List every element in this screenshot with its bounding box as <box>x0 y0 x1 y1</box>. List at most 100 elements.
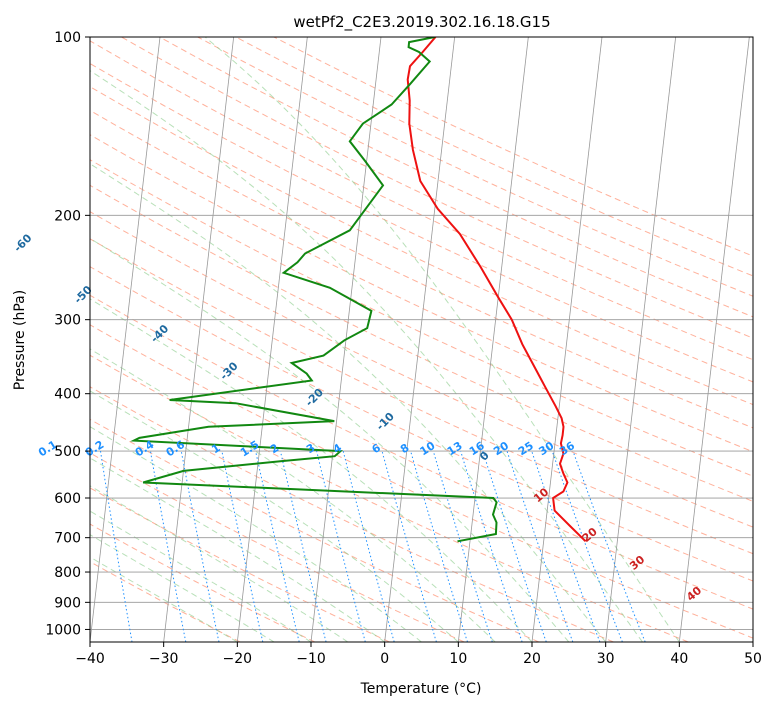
isotherm-line <box>457 37 529 642</box>
isotherm-line <box>752 638 753 642</box>
y-axis-ticks: 100 200 300 400 500 600 700 800 900 1000 <box>45 30 90 638</box>
mixing-ratio-line <box>506 450 574 642</box>
x-tick-label: 40 <box>670 651 688 667</box>
isotherm-line <box>678 37 750 642</box>
moist-adiabat-line <box>90 457 385 642</box>
mixing-ratio-line <box>551 450 623 642</box>
mixing-ratio-line <box>255 450 300 642</box>
mixing-ratio-line <box>342 450 395 642</box>
moist-adiabat-line <box>204 37 680 642</box>
mixing-ratio-label: 3 <box>304 441 317 456</box>
mixing-ratio-line <box>531 450 601 642</box>
isotherm-line <box>163 37 235 642</box>
dry-adiabat-line <box>90 238 753 555</box>
x-tick-label: 20 <box>523 651 541 667</box>
dry-adiabat-line <box>159 37 753 318</box>
dry-adiabat-line <box>273 37 753 257</box>
moist-adiabat-label: -20 <box>303 386 326 409</box>
isotherm-line <box>605 37 677 642</box>
moist-adiabat-line <box>90 556 238 642</box>
dry-adiabat-line <box>90 386 614 642</box>
isotherm-line <box>0 37 13 642</box>
y-tick-label: 500 <box>54 444 81 460</box>
x-tick-label: 30 <box>597 651 615 667</box>
y-tick-label: 300 <box>54 313 81 329</box>
mixing-ratio-line <box>316 450 366 642</box>
y-axis-label: Pressure (hPa) <box>12 290 28 390</box>
x-tick-label: −40 <box>75 651 105 667</box>
mixing-ratio-line <box>482 450 547 642</box>
moist-adiabat-label: -40 <box>148 322 171 345</box>
mixing-ratio-line <box>460 450 523 642</box>
moist-adiabat-line <box>90 348 496 642</box>
dry-adiabat-line <box>197 37 753 297</box>
mixing-ratio-label: 1.5 <box>238 438 261 459</box>
x-tick-label: −10 <box>296 651 326 667</box>
mixing-ratio-line <box>180 451 220 642</box>
x-axis-ticks: −40 −30 −20 −10 0 10 20 30 40 50 <box>75 642 762 667</box>
dry-adiabat-label: 40 <box>684 584 704 604</box>
moist-adiabat-line <box>90 163 607 642</box>
mixing-ratio-line <box>381 450 437 642</box>
temperature-profile-line <box>406 37 587 543</box>
sounding-series <box>129 37 587 543</box>
x-tick-label: 50 <box>744 651 762 667</box>
dry-adiabat-line <box>90 184 753 502</box>
moist-adiabat-line <box>90 426 422 642</box>
line-labels: 0.10.20.40.611.52346810131620253036-100-… <box>11 231 704 604</box>
moist-adiabat-line <box>90 534 275 642</box>
dry-adiabat-line <box>90 211 753 528</box>
dry-adiabat-line <box>90 487 390 642</box>
isotherm-line <box>531 37 603 642</box>
mixing-ratio-line <box>410 450 468 642</box>
y-tick-label: 1000 <box>45 622 81 638</box>
moist-adiabat-line <box>90 70 643 642</box>
mixing-ratio-label: 6 <box>370 441 384 456</box>
dry-adiabat-line <box>90 109 753 429</box>
moist-adiabat-label: -50 <box>72 283 95 306</box>
mixing-ratio-label: 8 <box>398 441 411 456</box>
x-tick-label: 10 <box>449 651 467 667</box>
background-lines <box>0 37 753 642</box>
y-tick-label: 400 <box>54 387 81 403</box>
mixing-ratio-label: 0.6 <box>164 438 188 460</box>
y-tick-label: 100 <box>54 30 81 46</box>
chart-title: wetPf2_C2E3.2019.302.16.18.G15 <box>293 13 550 32</box>
moist-adiabat-line <box>90 298 533 642</box>
dewpoint-profile-line <box>129 37 498 543</box>
dry-adiabat-line <box>90 40 753 361</box>
dry-adiabat-line <box>90 418 540 642</box>
moist-adiabat-label: -30 <box>217 359 240 382</box>
plot-frame <box>89 36 754 643</box>
y-tick-label: 900 <box>54 595 81 611</box>
dry-adiabat-label: 30 <box>627 553 647 573</box>
isotherm-line <box>236 37 308 642</box>
mixing-ratio-line <box>432 450 493 642</box>
dry-adiabat-line <box>90 294 753 610</box>
x-axis-label: Temperature (°C) <box>360 681 482 697</box>
moist-adiabat-label: -10 <box>374 410 397 433</box>
moist-adiabat-line <box>90 237 570 642</box>
y-tick-label: 600 <box>54 491 81 507</box>
dry-adiabat-line <box>90 452 465 642</box>
dry-adiabat-line <box>90 354 689 642</box>
isotherm-line <box>90 37 161 642</box>
y-tick-label: 800 <box>54 565 81 581</box>
dry-adiabat-line <box>90 523 315 642</box>
x-tick-label: −30 <box>149 651 179 667</box>
mixing-ratio-label: 1 <box>209 441 222 456</box>
dry-adiabat-line <box>121 37 753 339</box>
mixing-ratio-line <box>221 451 264 642</box>
y-tick-label: 200 <box>54 208 81 224</box>
moist-adiabat-label: -60 <box>11 231 34 254</box>
moist-adiabat-line <box>90 390 459 642</box>
dry-adiabat-line <box>90 86 753 406</box>
dry-adiabat-line <box>90 561 241 642</box>
dry-adiabat-label: 20 <box>580 525 600 545</box>
dry-adiabat-line <box>235 37 753 277</box>
x-tick-label: −20 <box>223 651 253 667</box>
mixing-ratio-line <box>279 450 327 642</box>
mixing-ratio-label: 10 <box>418 439 438 458</box>
isotherm-line <box>384 37 456 642</box>
